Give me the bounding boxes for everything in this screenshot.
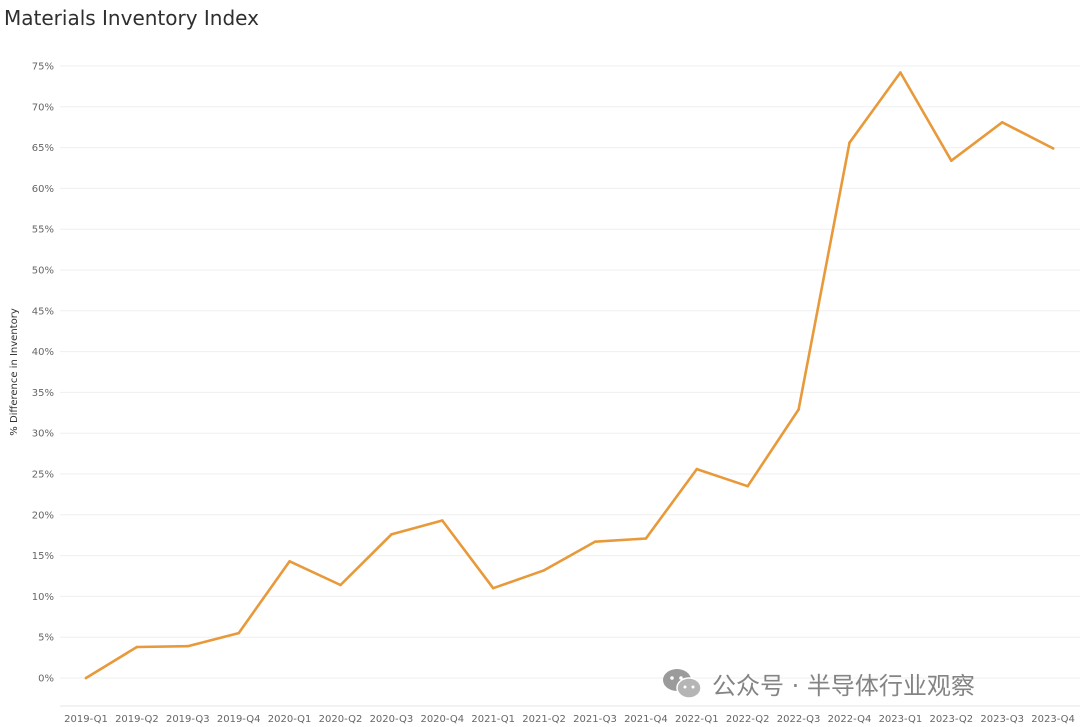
y-tick-label: 15%	[32, 551, 54, 562]
y-tick-label: 45%	[32, 306, 54, 317]
data-point	[237, 631, 240, 635]
y-tick-label: 40%	[32, 347, 54, 358]
data-point	[491, 586, 495, 590]
y-tick-label: 30%	[32, 429, 54, 440]
x-tick-label: 2020-Q1	[268, 714, 312, 725]
data-point	[695, 467, 699, 471]
x-tick-label: 2023-Q3	[980, 714, 1024, 725]
data-point	[593, 540, 597, 544]
data-point	[339, 583, 342, 587]
y-tick-label: 20%	[32, 510, 54, 521]
x-tick-label: 2019-Q4	[217, 714, 261, 725]
data-point	[84, 676, 88, 680]
x-tick-label: 2021-Q2	[522, 714, 566, 725]
data-point	[186, 644, 190, 648]
x-tick-label: 2022-Q1	[675, 714, 719, 725]
x-tick-label: 2020-Q3	[370, 714, 414, 725]
x-tick-label: 2019-Q2	[115, 714, 159, 725]
y-tick-label: 70%	[32, 102, 54, 113]
x-tick-label: 2023-Q2	[929, 714, 973, 725]
y-tick-label: 75%	[32, 62, 54, 73]
data-point	[644, 537, 648, 540]
y-tick-label: 25%	[32, 470, 54, 481]
y-tick-label: 0%	[38, 674, 54, 685]
data-point	[288, 560, 291, 563]
data-point	[899, 71, 902, 74]
x-tick-label: 2020-Q2	[319, 714, 363, 725]
y-tick-label: 10%	[32, 592, 54, 603]
x-tick-label: 2021-Q1	[471, 714, 515, 725]
x-tick-label: 2022-Q2	[726, 714, 770, 725]
series-line	[84, 71, 1055, 680]
data-point	[848, 141, 851, 145]
data-point	[746, 484, 749, 488]
x-tick-label: 2023-Q4	[1031, 714, 1075, 725]
y-tick-label: 50%	[32, 266, 54, 277]
y-tick-label: 55%	[32, 225, 54, 236]
watermark-text: 公众号 · 半导体行业观察	[712, 672, 975, 700]
watermark: 公众号 · 半导体行业观察	[662, 666, 975, 701]
data-point	[1000, 121, 1004, 124]
x-tick-label: 2022-Q3	[777, 714, 821, 725]
wechat-icon	[663, 668, 702, 699]
x-tick-label: 2019-Q1	[64, 714, 108, 725]
y-tick-label: 60%	[32, 184, 54, 195]
x-tick-label: 2020-Q4	[420, 714, 464, 725]
y-tick-label: 5%	[38, 633, 54, 644]
data-point	[441, 519, 444, 522]
y-tick-label: 35%	[32, 388, 54, 399]
data-point	[950, 159, 953, 162]
data-point	[390, 533, 393, 536]
data-point	[1051, 147, 1055, 150]
x-tick-label: 2022-Q4	[828, 714, 872, 725]
x-tick-label: 2023-Q1	[879, 714, 923, 725]
chart-title: Materials Inventory Index	[4, 6, 259, 30]
y-axis-label: % Difference in Inventory	[9, 308, 20, 436]
x-tick-label: 2021-Q4	[624, 714, 668, 725]
data-point	[542, 568, 546, 572]
x-tick-label: 2021-Q3	[573, 714, 617, 725]
x-tick-label: 2019-Q3	[166, 714, 210, 725]
data-point	[797, 408, 800, 411]
y-tick-label: 65%	[32, 143, 54, 154]
data-point	[135, 645, 139, 649]
